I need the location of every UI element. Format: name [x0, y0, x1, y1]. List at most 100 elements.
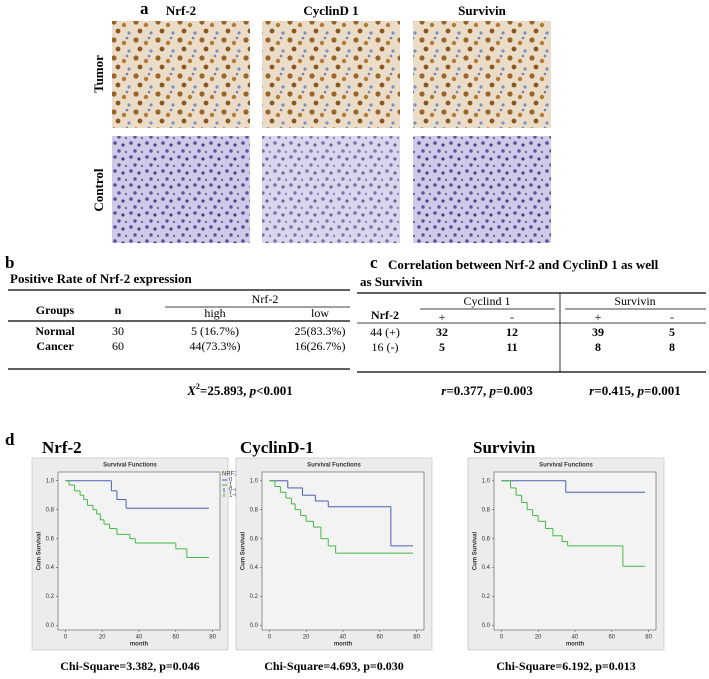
- col-header: -: [510, 310, 514, 324]
- annotation: Chi-Square=3.382, p=0.046: [60, 659, 199, 673]
- row-header: 44 (+): [370, 325, 400, 339]
- column-header: CyclinD 1: [303, 3, 358, 18]
- y-tick-label: 0.6: [250, 536, 259, 542]
- table-cell: 39: [592, 325, 604, 339]
- row-header: Control: [91, 168, 106, 211]
- col-header: n: [115, 303, 122, 317]
- plot-area: [57, 471, 221, 631]
- col-header: Nrf-2: [252, 292, 279, 306]
- col-header: -: [670, 310, 674, 324]
- y-tick-label: 0.6: [46, 536, 55, 542]
- y-tick-label: 0.4: [46, 565, 55, 571]
- y-tick-label: 0.4: [482, 565, 491, 571]
- y-tick-label: 0.8: [46, 507, 55, 513]
- panel-a: a Nrf-2 CyclinD 1 Survivin Tumor Control: [91, 0, 551, 243]
- panel-c: c Correlation between Nrf-2 and CyclinD …: [357, 253, 706, 398]
- col-header: Cyclind 1: [464, 294, 511, 308]
- annotation: Chi-Square=6.192, p=0.013: [496, 659, 635, 673]
- text-run: =0.377,: [446, 383, 489, 398]
- plot-area: [493, 471, 657, 631]
- col-header: Survivin: [614, 294, 655, 308]
- x-axis-label: month: [566, 642, 585, 648]
- y-axis-label: Cum Survival: [473, 532, 479, 571]
- col-header: low: [311, 306, 329, 320]
- km-chart: Nrf-2 Survival Functions 0.0 0.2 0.4 0.6 0.8 1.…: [31, 438, 259, 673]
- x-tick-label: 80: [645, 635, 652, 641]
- row-header: 16 (-): [372, 340, 399, 354]
- y-tick-label: 0.8: [250, 507, 259, 513]
- panel-label: c: [370, 253, 378, 272]
- x-tick-label: 40: [136, 635, 143, 641]
- x-tick-label: 60: [172, 635, 179, 641]
- x-tick-label: 20: [99, 635, 106, 641]
- x-axis-label: month: [130, 642, 149, 648]
- chart-title: Survivin: [473, 438, 536, 457]
- micrograph: [112, 136, 250, 243]
- y-tick-label: 0.0: [482, 623, 491, 629]
- text-run: p: [489, 383, 497, 398]
- text-run: =25.893,: [200, 383, 250, 398]
- table-cell: 5: [439, 340, 445, 354]
- col-header: high: [204, 306, 225, 320]
- x-tick-label: 60: [376, 635, 383, 641]
- statistic: r=0.377, p=0.003: [441, 383, 533, 398]
- text-run: X: [186, 383, 196, 398]
- text-run: r: [441, 383, 447, 398]
- text-run: r: [589, 383, 595, 398]
- x-tick-label: 40: [572, 635, 579, 641]
- micrograph: [262, 136, 400, 243]
- x-tick-label: 20: [303, 635, 310, 641]
- micrograph: [413, 136, 551, 243]
- col-header: +: [595, 310, 602, 324]
- table-title: as Survivin: [360, 274, 423, 289]
- y-tick-label: 1.0: [46, 478, 55, 484]
- chart-subtitle: Survival Functions: [103, 463, 157, 469]
- y-tick-label: 1.0: [250, 478, 259, 484]
- micrograph: [262, 21, 400, 128]
- x-tick-label: 0: [500, 635, 504, 641]
- x-tick-label: 60: [608, 635, 615, 641]
- text-run: <0.001: [256, 383, 293, 398]
- x-tick-label: 0: [268, 635, 272, 641]
- y-tick-label: 0.8: [482, 507, 491, 513]
- x-tick-label: 0: [64, 635, 68, 641]
- col-header: +: [439, 310, 446, 324]
- col-header: Nrf-2: [371, 308, 399, 322]
- legend-title: NRF2: [222, 472, 238, 478]
- chart-subtitle: Survival Functions: [307, 463, 361, 469]
- y-tick-label: 0.0: [46, 623, 55, 629]
- panel-b: b Positive Rate of Nrf-2 expression Grou…: [5, 253, 350, 398]
- panel-label: b: [5, 253, 14, 272]
- y-axis-label: Cum Survival: [241, 532, 247, 571]
- y-tick-label: 0.2: [250, 594, 259, 600]
- table-title: Positive Rate of Nrf-2 expression: [10, 271, 192, 286]
- table-cell: 32: [436, 325, 448, 339]
- table-cell: Normal: [35, 324, 75, 338]
- micrograph: [413, 21, 551, 128]
- chart-title: Nrf-2: [42, 438, 82, 457]
- x-axis-label: month: [334, 642, 353, 648]
- statistic: r=0.415, p=0.001: [589, 383, 680, 398]
- table-cell: 25(83.3%): [295, 324, 346, 338]
- table-cell: 8: [595, 340, 601, 354]
- y-tick-label: 0.6: [482, 536, 491, 542]
- x-tick-label: 80: [413, 635, 420, 641]
- col-header: Groups: [36, 303, 75, 317]
- x-tick-label: 40: [340, 635, 347, 641]
- table-cell: 8: [669, 340, 675, 354]
- text-run: p: [637, 383, 645, 398]
- chart-subtitle: Survival Functions: [539, 463, 593, 469]
- table-cell: 11: [506, 340, 517, 354]
- text-run: =0.001: [644, 383, 681, 398]
- row-header: Tumor: [91, 55, 106, 93]
- x-tick-label: 80: [209, 635, 216, 641]
- table-cell: 16(26.7%): [295, 339, 346, 353]
- column-header: Nrf-2: [166, 3, 196, 18]
- text-run: =0.003: [496, 383, 533, 398]
- panel-d: d Nrf-2 Survival Functions 0.0 0.2 0.4 0.6 0.8…: [5, 430, 665, 673]
- annotation: Chi-Square=4.693, p=0.030: [264, 659, 403, 673]
- legend-label: 0: [229, 478, 233, 484]
- table-cell: 30: [112, 324, 124, 338]
